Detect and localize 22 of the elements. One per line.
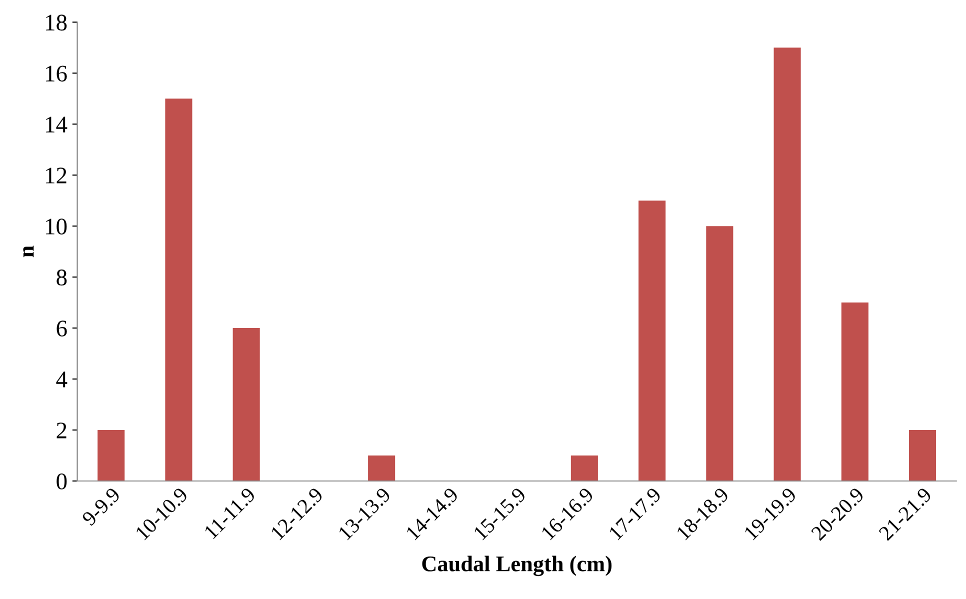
- y-tick-label: 18: [46, 14, 67, 31]
- y-tick-label: 16: [46, 66, 67, 82]
- y-axis-title: n: [23, 246, 34, 258]
- bar: [706, 226, 734, 481]
- y-tick-label: 6: [56, 320, 67, 336]
- y-tick-label: 10: [46, 218, 67, 235]
- y-tick-label: 2: [56, 422, 66, 438]
- bar: [232, 328, 260, 481]
- x-axis-title: Caudal Length (cm): [422, 556, 612, 576]
- y-tick-label: 0: [56, 473, 67, 490]
- y-tick-label: 12: [46, 168, 66, 184]
- bar: [98, 430, 125, 481]
- y-tick-label: 8: [56, 270, 67, 286]
- bar: [570, 456, 598, 481]
- bar: [165, 98, 192, 481]
- bar: [841, 302, 868, 481]
- y-tick-label: 4: [56, 372, 68, 388]
- bar: [774, 48, 801, 481]
- bar: [368, 456, 396, 481]
- bar: [909, 430, 936, 481]
- y-tick-label: 14: [46, 116, 68, 132]
- bar: [638, 200, 666, 481]
